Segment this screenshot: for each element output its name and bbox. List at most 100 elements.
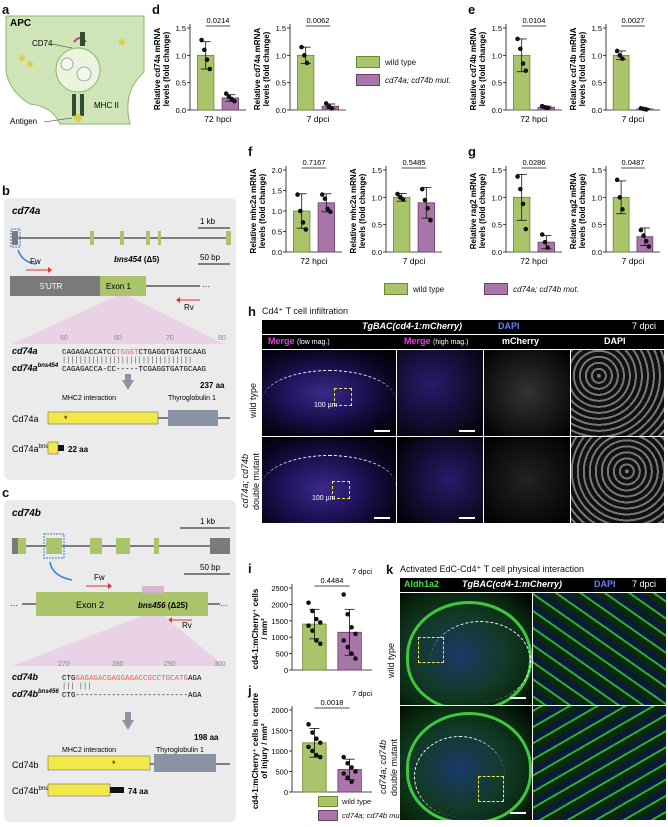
panel-letter-a: a	[2, 2, 10, 17]
data-point	[518, 46, 523, 52]
y-tick-label: 1.0	[276, 51, 286, 60]
y-tick-label: 1000	[271, 633, 288, 642]
kb-scale: 1 kb	[200, 217, 216, 226]
panel-letter-c: c	[2, 485, 10, 500]
data-point	[422, 197, 428, 203]
data-point	[345, 644, 350, 650]
y-tick-label: 1.5	[492, 166, 502, 175]
y-axis-label: Relative cd74a mRNAlevels (fold change)	[153, 28, 171, 110]
data-point	[523, 226, 529, 232]
y-tick-label: 1.0	[592, 51, 602, 60]
data-point	[395, 191, 400, 197]
legend-j-mut-label: cd74a; cd74b mut.	[342, 811, 404, 820]
seq-pos-c2: 280	[112, 661, 124, 668]
chart-i: cd4-1:mCherry⁺ cells/ mm² 0 500 1000 1500 200…	[251, 567, 372, 675]
data-point	[306, 744, 311, 750]
panel-letter-i: i	[248, 561, 252, 576]
apc-label: APC	[10, 18, 31, 29]
data-point	[317, 740, 323, 746]
data-point	[304, 60, 310, 66]
fw-label-c: Fw	[94, 573, 105, 582]
svg-text:*: *	[112, 759, 116, 769]
y-axis-label: Relative cd74b mRNAlevels (fold change)	[569, 27, 587, 110]
data-point	[428, 217, 433, 223]
utr-label: 5'UTR	[40, 282, 63, 291]
y-tick-label: 0.5	[276, 79, 286, 88]
k-row2-label: cd74a; cd74b double mutant	[378, 738, 399, 796]
p-value: 0.0062	[307, 16, 330, 25]
y-tick-label: 0.0	[276, 106, 286, 115]
h-merge-low-wt: 100 µm	[262, 350, 396, 436]
svg-text:···: ···	[220, 601, 228, 610]
seq-pos-2: 60	[114, 335, 122, 342]
aa-mut-b: 22 aa	[68, 445, 89, 454]
data-point	[620, 56, 625, 61]
legend-j-wt-label: wild type	[342, 797, 372, 806]
y-tick-label: 1.5	[276, 24, 286, 33]
h-dapi-wt	[571, 350, 664, 436]
chart-f1: Relative mhc2a mRNAlevels (fold change) 0…	[249, 158, 342, 266]
y-tick-label: 0.5	[492, 79, 502, 88]
y-tick-label: 1.5	[592, 166, 602, 175]
h-scale-label-1: 100 µm	[314, 402, 338, 409]
data-point	[545, 245, 550, 250]
gene-name-cd74b: cd74b	[12, 508, 41, 519]
seq-mut-c: CTG-------------------------AGA	[62, 692, 202, 700]
y-tick-label: 2.0	[272, 166, 282, 175]
legend-mut-label: cd74a; cd74b mut.	[385, 75, 451, 85]
seq-mut-b: CAGAGACCA-CC-----TCGAGGTGATGCAAG	[62, 366, 207, 374]
chart-d1: Relative cd74a mRNAlevels (fold change) 0…	[153, 16, 246, 124]
data-point	[523, 68, 529, 73]
exon1-label: Exon 1	[106, 282, 131, 291]
y-tick-label: 1.0	[272, 207, 282, 216]
data-point	[542, 239, 548, 245]
data-point	[345, 611, 350, 617]
h-merge-low-mut: 100 µm	[262, 437, 396, 523]
p-value: 0.0286	[523, 158, 546, 167]
bp-scale: 50 bp	[200, 253, 221, 262]
panel-letter-e: e	[468, 2, 476, 17]
data-point	[306, 722, 311, 727]
rv-label-c: Rv	[182, 621, 192, 630]
y-axis-label: Relative cd74a mRNAlevels (fold change)	[253, 28, 271, 110]
data-point	[353, 656, 358, 661]
panel-letter-b: b	[2, 183, 10, 198]
y-tick-label: 2000	[271, 600, 288, 609]
antigen-label: Antigen	[10, 117, 37, 126]
p-value: 0.0487	[622, 158, 645, 167]
aa-wt-b: 237 aa	[200, 381, 225, 390]
thyro-label-b: Thyroglobulin 1	[168, 395, 216, 402]
k-overview-wt	[400, 593, 532, 705]
data-point	[341, 638, 347, 643]
chart-g2: Relative rag2 mRNAlevels (fold change) 0.…	[569, 158, 660, 266]
data-point	[328, 209, 333, 215]
p-value: 0.5485	[403, 158, 426, 167]
seq-wt-b: CAGAGACCATCCTGGGTCTGAGGTGATGCAAG	[62, 349, 207, 357]
chart-e2: Relative cd74b mRNAlevels (fold change) 0…	[569, 16, 660, 124]
data-point	[341, 771, 347, 776]
y-tick-label: 0.5	[592, 221, 602, 230]
data-point	[306, 623, 311, 629]
y-tick-label: 0.0	[592, 248, 602, 257]
y-tick-label: 1.0	[492, 51, 502, 60]
aa-mut-c: 74 aa	[128, 787, 149, 796]
chart-e1: Relative cd74b mRNAlevels (fold change) 0…	[469, 16, 562, 124]
data-point	[323, 101, 329, 106]
data-point	[329, 106, 334, 111]
y-tick-label: 1500	[271, 617, 288, 626]
y-tick-label: 0.0	[176, 106, 186, 115]
y-tick-label: 2000	[271, 706, 288, 715]
y-tick-label: 1.0	[372, 193, 382, 202]
data-point	[314, 736, 319, 741]
y-tick-label: 1.5	[372, 166, 382, 175]
y-tick-label: 0.0	[592, 106, 602, 115]
chart-d2: Relative cd74a mRNAlevels (fold change) 0…	[253, 16, 346, 124]
rv-label: Rv	[184, 303, 194, 312]
y-axis-label: Relative rag2 mRNAlevels (fold change)	[469, 173, 487, 250]
x-category-label: 7 dpci	[622, 114, 645, 124]
legend-fg-mut-label: cd74a; cd74b mut.	[513, 284, 579, 294]
p-value: 0.0104	[523, 16, 546, 25]
data-point	[299, 44, 304, 50]
y-tick-label: 0	[284, 788, 288, 797]
data-point	[341, 592, 347, 597]
